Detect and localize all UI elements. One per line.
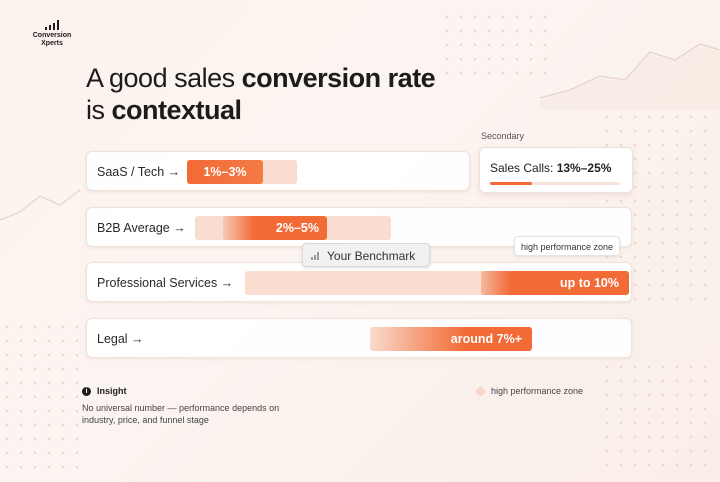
logo-bars-icon bbox=[22, 20, 82, 30]
row-label: Professional Services → bbox=[97, 276, 234, 290]
signal-bars-icon bbox=[311, 252, 319, 260]
insight-heading: Insight bbox=[97, 386, 127, 396]
industry-row-saas: SaaS / Tech → 1%–3% bbox=[86, 151, 470, 191]
legend-swatch bbox=[476, 386, 485, 396]
page-title: A good sales conversion rate is contextu… bbox=[86, 62, 436, 126]
row-label: SaaS / Tech → bbox=[97, 165, 181, 179]
your-benchmark-marker[interactable]: Your Benchmark bbox=[302, 243, 430, 267]
range-bar: around 7%+ bbox=[370, 327, 532, 351]
legend: high performance zone bbox=[476, 386, 583, 396]
secondary-heading: Secondary bbox=[481, 131, 525, 141]
info-icon: i bbox=[82, 386, 91, 396]
title-line1-bold: conversion rate bbox=[241, 63, 436, 93]
insight-note: i Insight No universal number — performa… bbox=[82, 386, 312, 426]
legend-label: high performance zone bbox=[491, 386, 584, 396]
brand-logo: Conversion Xperts bbox=[22, 20, 82, 48]
title-line2-prefix: is bbox=[86, 95, 112, 125]
range-bar: 2%–5% bbox=[223, 216, 327, 240]
title-line1-prefix: A good sales bbox=[86, 63, 242, 93]
range-bar: 1%–3% bbox=[187, 160, 263, 184]
sales-calls-value: 13%–25% bbox=[556, 161, 612, 175]
background-dot-pattern bbox=[440, 10, 550, 80]
sales-calls-progress-fill bbox=[490, 182, 532, 185]
background-dot-pattern bbox=[0, 320, 80, 470]
background-dot-pattern bbox=[600, 360, 710, 470]
sales-calls-text: Sales Calls: 13%–25% bbox=[490, 161, 611, 175]
high-performance-zone-tag: high performance zone bbox=[514, 236, 621, 256]
range-bar: up to 10% bbox=[481, 271, 629, 295]
logo-text-line1: Conversion bbox=[32, 32, 72, 39]
row-label: B2B Average → bbox=[97, 221, 186, 235]
logo-text-line2: Xperts bbox=[41, 40, 63, 47]
industry-row-professional-services: Professional Services → up to 10% bbox=[86, 262, 632, 302]
title-line2-bold: contextual bbox=[111, 95, 243, 125]
sales-calls-progress-track bbox=[490, 182, 620, 185]
insight-body: No universal number — performance depend… bbox=[82, 403, 280, 425]
benchmark-label: Your Benchmark bbox=[327, 249, 416, 263]
sales-calls-label: Sales Calls: bbox=[490, 161, 557, 175]
row-label: Legal → bbox=[97, 332, 144, 346]
industry-row-legal: Legal → around 7%+ bbox=[86, 318, 632, 358]
sales-calls-card: Sales Calls: 13%–25% bbox=[479, 147, 633, 193]
